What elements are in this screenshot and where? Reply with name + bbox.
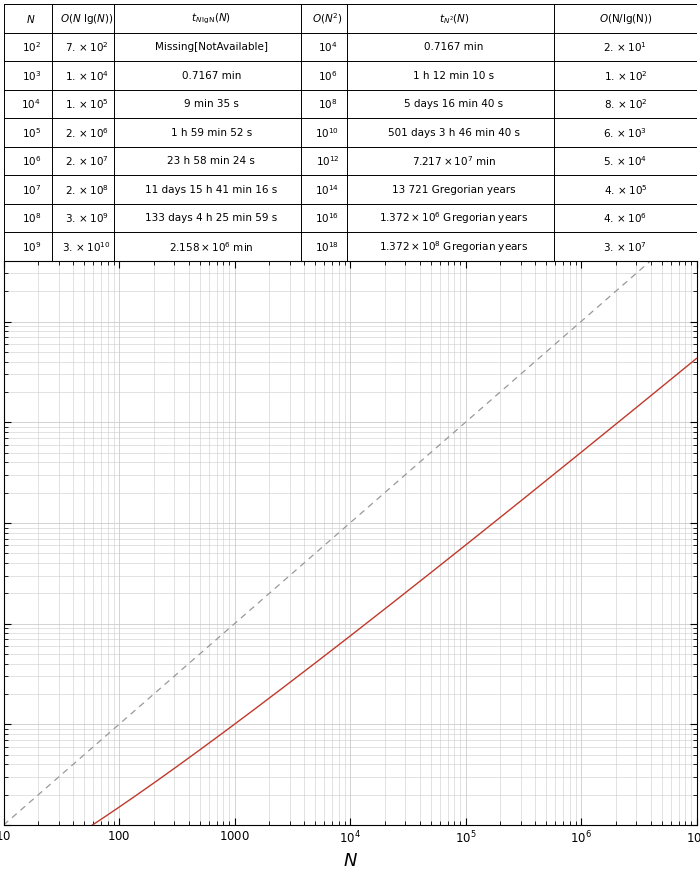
Text: $10^{16}$: $10^{16}$	[316, 211, 340, 225]
Text: 501 days 3 h 46 min 40 s: 501 days 3 h 46 min 40 s	[388, 128, 520, 137]
Text: 9 min 35 s: 9 min 35 s	[184, 99, 239, 109]
Text: $1.\times 10^5$: $1.\times 10^5$	[64, 97, 108, 112]
Text: 5 days 16 min 40 s: 5 days 16 min 40 s	[405, 99, 503, 109]
Text: $6.\times 10^3$: $6.\times 10^3$	[603, 126, 648, 139]
Text: $1.\times 10^2$: $1.\times 10^2$	[603, 69, 648, 83]
Text: $t_{N\,\mathrm{lgN}}(N)$: $t_{N\,\mathrm{lgN}}(N)$	[191, 12, 232, 26]
Text: 133 days 4 h 25 min 59 s: 133 days 4 h 25 min 59 s	[146, 213, 277, 223]
Text: 1 h 12 min 10 s: 1 h 12 min 10 s	[414, 70, 494, 80]
Text: $2.158\times 10^6$ min: $2.158\times 10^6$ min	[169, 240, 254, 253]
Text: $3.\times 10^7$: $3.\times 10^7$	[603, 240, 648, 253]
Text: $N$: $N$	[27, 12, 36, 25]
Text: $10^8$: $10^8$	[318, 97, 337, 112]
Text: 1 h 59 min 52 s: 1 h 59 min 52 s	[171, 128, 252, 137]
Text: $O(\mathrm{N/lg(N)})$: $O(\mathrm{N/lg(N)})$	[598, 12, 652, 26]
Text: Missing[NotAvailable]: Missing[NotAvailable]	[155, 42, 268, 53]
Text: $2.\times 10^1$: $2.\times 10^1$	[603, 40, 648, 54]
Text: $O(N^2)$: $O(N^2)$	[312, 12, 343, 26]
Text: $10^{14}$: $10^{14}$	[316, 183, 340, 196]
Text: $1.372\times 10^6$ Gregorian years: $1.372\times 10^6$ Gregorian years	[379, 211, 528, 226]
X-axis label: $N$: $N$	[342, 852, 358, 870]
Text: $10^6$: $10^6$	[22, 154, 41, 168]
Text: $3.\times 10^{10}$: $3.\times 10^{10}$	[62, 240, 111, 253]
Text: 23 h 58 min 24 s: 23 h 58 min 24 s	[167, 156, 256, 166]
Text: $1.372\times 10^8$ Gregorian years: $1.372\times 10^8$ Gregorian years	[379, 239, 528, 254]
Text: $2.\times 10^8$: $2.\times 10^8$	[64, 183, 108, 196]
Text: $8.\times 10^2$: $8.\times 10^2$	[603, 97, 648, 112]
Text: $10^6$: $10^6$	[318, 69, 337, 83]
Text: $10^{18}$: $10^{18}$	[316, 240, 340, 253]
Text: $3.\times 10^9$: $3.\times 10^9$	[64, 211, 108, 225]
Text: $t_{N^2}(N)$: $t_{N^2}(N)$	[439, 12, 469, 26]
Text: $7.\times 10^2$: $7.\times 10^2$	[65, 40, 108, 54]
Text: $10^{12}$: $10^{12}$	[316, 154, 340, 168]
Text: 0.7167 min: 0.7167 min	[424, 42, 484, 53]
Text: $7.217\times 10^7$ min: $7.217\times 10^7$ min	[412, 154, 496, 168]
Text: $10^7$: $10^7$	[22, 183, 41, 196]
Text: 0.7167 min: 0.7167 min	[182, 70, 241, 80]
Text: $2.\times 10^6$: $2.\times 10^6$	[64, 126, 108, 139]
Text: $10^{10}$: $10^{10}$	[316, 126, 340, 139]
Text: $10^3$: $10^3$	[22, 69, 41, 83]
Text: $10^9$: $10^9$	[22, 240, 41, 253]
Text: $O(N\ \mathrm{lg}(N))$: $O(N\ \mathrm{lg}(N))$	[60, 12, 113, 26]
Text: $4.\times 10^5$: $4.\times 10^5$	[603, 183, 648, 196]
Text: $1.\times 10^4$: $1.\times 10^4$	[64, 69, 108, 83]
Text: 13 721 Gregorian years: 13 721 Gregorian years	[392, 185, 516, 194]
Text: $5.\times 10^4$: $5.\times 10^4$	[603, 154, 648, 168]
Text: $4.\times 10^6$: $4.\times 10^6$	[603, 211, 648, 225]
Text: $10^4$: $10^4$	[318, 40, 337, 54]
Text: $10^2$: $10^2$	[22, 40, 41, 54]
Text: $10^4$: $10^4$	[22, 97, 41, 112]
Text: $2.\times 10^7$: $2.\times 10^7$	[64, 154, 108, 168]
Text: 11 days 15 h 41 min 16 s: 11 days 15 h 41 min 16 s	[146, 185, 277, 194]
Text: $10^5$: $10^5$	[22, 126, 41, 139]
Text: $10^8$: $10^8$	[22, 211, 41, 225]
